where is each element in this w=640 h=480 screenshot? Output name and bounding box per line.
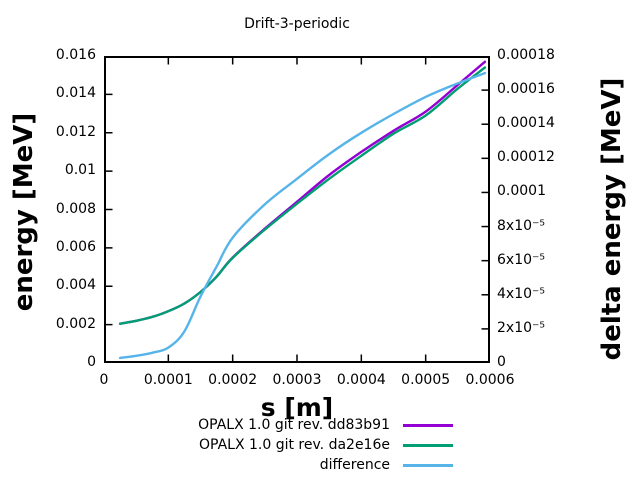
x-tick-label: 0.0005: [401, 372, 451, 388]
y-tick-label: 0.004: [55, 277, 96, 294]
legend-line-swatch: [403, 423, 453, 427]
legend-line-swatch: [403, 463, 453, 467]
y2-tick-label: 2x10⁻⁵: [497, 319, 546, 336]
legend-line-swatch: [403, 443, 453, 447]
x-tick-label: 0.0006: [465, 372, 515, 388]
y2-axis-label: delta energy [MeV]: [597, 77, 627, 361]
y-tick-label: 0.01: [64, 162, 96, 179]
y-tick-label: 0.006: [55, 238, 96, 255]
x-tick-label: 0.0001: [143, 372, 193, 388]
plot-border: [104, 56, 490, 363]
plot-canvas: [104, 56, 490, 363]
x-tick-label: 0.0004: [336, 372, 386, 388]
legend-item-2: difference: [104, 455, 453, 475]
y2-tick-label: 8x10⁻⁵: [497, 217, 546, 234]
y-tick-label: 0.014: [55, 85, 96, 102]
series-line-2: [118, 71, 487, 360]
y-tick-label: 0.002: [55, 315, 96, 332]
x-tick-label: 0: [99, 372, 109, 388]
y2-tick-label: 0.00012: [497, 149, 555, 166]
legend-label: difference: [319, 457, 390, 473]
y2-tick-label: 6x10⁻⁵: [497, 251, 546, 268]
plot-area: [104, 56, 490, 363]
legend-label: OPALX 1.0 git rev. dd83b91: [198, 417, 390, 433]
y2-tick-label: 4x10⁻⁵: [497, 285, 546, 302]
y-tick-label: 0.008: [55, 200, 96, 217]
chart-title: Drift-3-periodic: [244, 16, 350, 32]
y2-tick-label: 0.0001: [497, 183, 546, 200]
y-tick-label: 0: [87, 354, 96, 370]
legend-item-1: OPALX 1.0 git rev. da2e16e: [104, 435, 453, 455]
y-tick-label: 0.012: [55, 123, 96, 140]
y2-tick-label: 0.00018: [497, 47, 555, 63]
legend-label: OPALX 1.0 git rev. da2e16e: [199, 437, 390, 453]
y2-tick-label: 0.00016: [497, 81, 555, 98]
x-axis-label: s [m]: [260, 393, 334, 422]
series-line-1: [118, 66, 487, 325]
x-tick-label: 0.0003: [272, 372, 322, 388]
series-line-0: [118, 60, 487, 325]
y-tick-label: 0.016: [55, 47, 96, 63]
legend-item-0: OPALX 1.0 git rev. dd83b91: [104, 415, 453, 435]
y2-tick-label: 0: [497, 354, 506, 370]
x-tick-label: 0.0002: [208, 372, 258, 388]
y2-tick-label: 0.00014: [497, 115, 555, 132]
legend: OPALX 1.0 git rev. dd83b91 OPALX 1.0 git …: [104, 415, 453, 475]
